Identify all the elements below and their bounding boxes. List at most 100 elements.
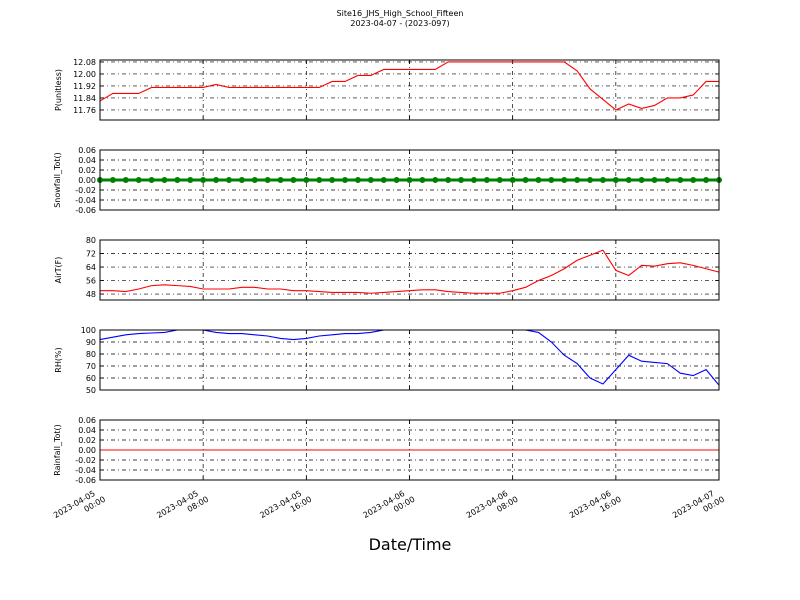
y-tick-label: 11.84 bbox=[73, 94, 96, 103]
data-point bbox=[561, 177, 568, 183]
y-axis-label: RH(%) bbox=[54, 347, 63, 372]
x-tick-label: 2023-04-0608:00 bbox=[465, 486, 520, 529]
data-point bbox=[664, 177, 671, 183]
data-point bbox=[587, 177, 594, 183]
data-point bbox=[522, 177, 529, 183]
data-point bbox=[290, 177, 297, 183]
y-axis-label: Snowfall_Tot() bbox=[53, 152, 62, 208]
data-point bbox=[251, 177, 258, 183]
data-point bbox=[470, 177, 477, 183]
data-point bbox=[483, 177, 490, 183]
y-tick-label: 11.76 bbox=[73, 106, 96, 115]
data-point bbox=[458, 177, 465, 183]
chart-title: Site16_JHS_High_School_Fifteen bbox=[337, 9, 464, 18]
y-tick-label: 80 bbox=[86, 350, 96, 359]
data-point bbox=[238, 177, 245, 183]
y-tick-label: -0.04 bbox=[75, 466, 96, 475]
y-tick-label: 0.00 bbox=[78, 176, 96, 185]
y-tick-label: 12.08 bbox=[73, 58, 96, 67]
plot-frame bbox=[99, 239, 720, 301]
y-tick-label: 64 bbox=[86, 263, 96, 272]
data-point bbox=[625, 177, 632, 183]
y-tick-label: 48 bbox=[86, 290, 96, 299]
plot-frame bbox=[99, 59, 720, 121]
data-point bbox=[599, 177, 606, 183]
data-point bbox=[651, 177, 658, 183]
y-tick-label: 0.04 bbox=[78, 156, 96, 165]
data-point bbox=[277, 177, 284, 183]
y-tick-label: 0.06 bbox=[78, 146, 96, 155]
y-axis-label: AirT(F) bbox=[54, 257, 63, 284]
plot-frame bbox=[99, 419, 720, 481]
x-tick-label: 2023-04-0500:00 bbox=[52, 486, 107, 529]
x-axis-label: Date/Time bbox=[369, 535, 452, 554]
data-point bbox=[535, 177, 542, 183]
y-tick-label: 0.00 bbox=[78, 446, 96, 455]
y-tick-label: 60 bbox=[86, 374, 96, 383]
data-point bbox=[367, 177, 374, 183]
data-point bbox=[445, 177, 452, 183]
data-point bbox=[213, 177, 220, 183]
data-point bbox=[380, 177, 387, 183]
data-point bbox=[122, 177, 129, 183]
data-point bbox=[264, 177, 271, 183]
y-tick-label: 90 bbox=[86, 338, 96, 347]
y-tick-label: 0.02 bbox=[78, 166, 96, 175]
y-axis-label: Rainfall_Tot() bbox=[53, 424, 62, 476]
data-point bbox=[393, 177, 400, 183]
data-point bbox=[703, 177, 710, 183]
y-tick-label: 0.06 bbox=[78, 416, 96, 425]
data-point bbox=[225, 177, 232, 183]
chart-subtitle: 2023-04-07 - (2023-097) bbox=[350, 19, 449, 28]
data-line bbox=[100, 249, 720, 294]
data-point bbox=[419, 177, 426, 183]
x-tick-label: 2023-04-0700:00 bbox=[671, 486, 726, 529]
y-tick-label: 100 bbox=[81, 326, 96, 335]
x-tick-label: 2023-04-0616:00 bbox=[568, 486, 623, 529]
data-point bbox=[200, 177, 207, 183]
data-point bbox=[677, 177, 684, 183]
data-point bbox=[354, 177, 361, 183]
x-tick-label: 2023-04-0516:00 bbox=[258, 486, 313, 529]
y-tick-label: -0.02 bbox=[75, 456, 96, 465]
y-tick-label: -0.06 bbox=[75, 476, 96, 485]
y-tick-label: 0.02 bbox=[78, 436, 96, 445]
data-point bbox=[161, 177, 168, 183]
x-tick-label: 2023-04-0600:00 bbox=[362, 486, 417, 529]
data-point bbox=[148, 177, 155, 183]
data-point bbox=[135, 177, 142, 183]
y-axis-label: P(unitless) bbox=[54, 69, 63, 111]
data-point bbox=[187, 177, 194, 183]
y-tick-label: -0.02 bbox=[75, 186, 96, 195]
plot-frame bbox=[99, 149, 720, 211]
data-point bbox=[316, 177, 323, 183]
x-tick-label: 2023-04-0508:00 bbox=[155, 486, 210, 529]
y-tick-label: -0.06 bbox=[75, 206, 96, 215]
data-point bbox=[329, 177, 336, 183]
data-point bbox=[548, 177, 555, 183]
data-point bbox=[432, 177, 439, 183]
data-point bbox=[638, 177, 645, 183]
data-point bbox=[342, 177, 349, 183]
data-point bbox=[109, 177, 116, 183]
data-point bbox=[303, 177, 310, 183]
y-tick-label: 72 bbox=[86, 250, 96, 259]
y-tick-label: 50 bbox=[86, 386, 96, 395]
y-tick-label: 12.00 bbox=[73, 70, 96, 79]
y-tick-label: 80 bbox=[86, 236, 96, 245]
y-tick-label: -0.04 bbox=[75, 196, 96, 205]
data-point bbox=[406, 177, 413, 183]
data-point bbox=[690, 177, 697, 183]
data-line bbox=[99, 61, 719, 111]
plot-frame bbox=[99, 329, 720, 391]
y-tick-label: 70 bbox=[86, 362, 96, 371]
y-tick-label: 0.04 bbox=[78, 426, 96, 435]
data-point bbox=[509, 177, 516, 183]
data-point bbox=[496, 177, 503, 183]
data-point bbox=[574, 177, 581, 183]
data-point bbox=[612, 177, 619, 183]
y-tick-label: 56 bbox=[86, 277, 96, 286]
data-point bbox=[174, 177, 181, 183]
y-tick-label: 11.92 bbox=[73, 82, 96, 91]
